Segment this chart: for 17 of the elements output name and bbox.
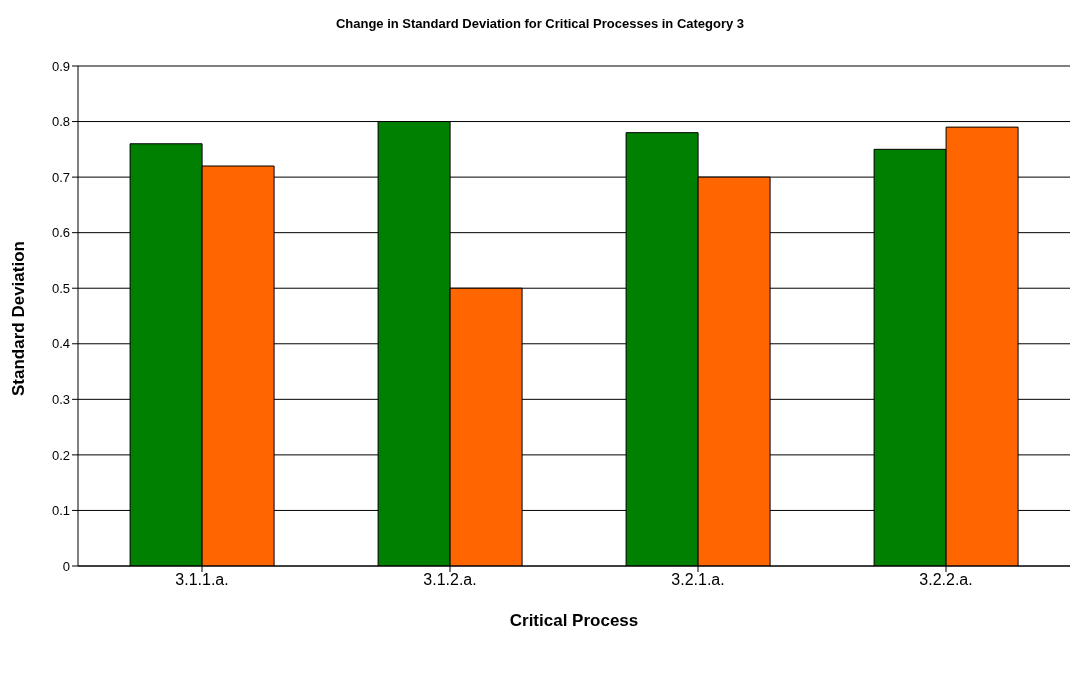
y-tick-label: 0.9 xyxy=(51,58,70,74)
y-tick-label: 0.8 xyxy=(51,114,70,130)
x-tick-label: 3.2.1.a. xyxy=(671,571,725,589)
y-tick-label: 0.4 xyxy=(51,336,70,352)
y-tick-label: 0.6 xyxy=(51,225,70,241)
y-tick-label: 0 xyxy=(62,558,70,574)
y-tick-label: 0.1 xyxy=(51,503,70,519)
y-tick-label: 0.2 xyxy=(51,447,70,463)
x-tick-label: 3.2.2.a. xyxy=(919,571,973,589)
y-tick-label: 0.3 xyxy=(51,391,70,407)
y-tick-label: 0.5 xyxy=(51,280,70,296)
x-axis-title: Critical Process xyxy=(509,611,639,630)
y-tick-label: 0.7 xyxy=(51,169,70,185)
x-tick-label: 3.1.1.a. xyxy=(175,571,229,589)
chart-title: Change in Standard Deviation for Critical Processes in Category 3 xyxy=(334,16,746,33)
x-tick-label: 3.1.2.a. xyxy=(423,571,477,589)
y-axis-title: Standard Deviation xyxy=(9,241,29,396)
